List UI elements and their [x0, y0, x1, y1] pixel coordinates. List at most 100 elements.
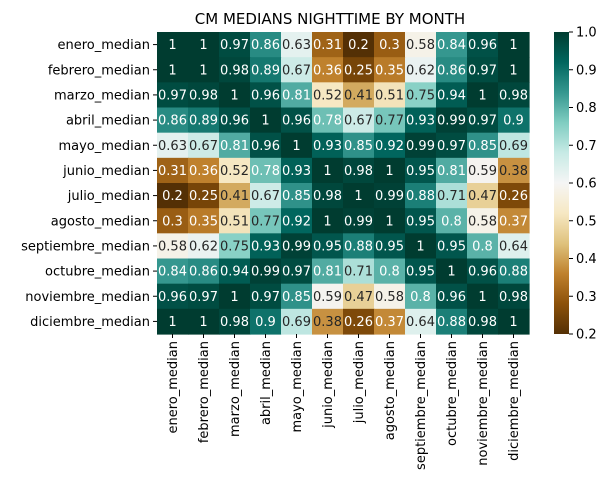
heatmap-cell-4-11: [498, 132, 530, 159]
heatmap-cell-9-10: [467, 258, 499, 285]
cell-value-label: 0.97: [220, 38, 249, 53]
heatmap-cell-11-0: [157, 308, 189, 335]
heatmap-cell-0-1: [188, 32, 220, 58]
y-tick-label: septiembre_median: [21, 239, 150, 254]
cell-value-label: 0.95: [313, 239, 342, 254]
cell-value-label: 0.64: [406, 315, 435, 330]
heatmap-cell-6-8: [405, 183, 437, 209]
cell-value-label: 0.88: [406, 189, 435, 204]
cell-value-label: 0.93: [313, 139, 342, 154]
cell-value-label: 0.99: [375, 189, 404, 204]
heatmap-cell-10-5: [312, 283, 344, 310]
heatmap-cell-10-0: [157, 283, 189, 310]
y-tick-label: mayo_median: [58, 139, 150, 154]
cell-value-label: 1: [292, 139, 300, 154]
cell-value-label: 0.78: [251, 164, 280, 179]
heatmap-cell-7-3: [250, 208, 282, 234]
colorbar-tick-label: 0.3: [576, 290, 597, 305]
cell-value-label: 0.25: [189, 189, 218, 204]
cell-value-label: 0.98: [344, 164, 373, 179]
y-tick-label: junio_median: [62, 164, 150, 179]
cell-value-label: 0.58: [406, 38, 435, 53]
cell-value-label: 0.95: [406, 265, 435, 280]
cell-value-label: 0.63: [282, 38, 311, 53]
cell-value-label: 0.93: [282, 164, 311, 179]
cell-value-label: 0.3: [379, 38, 400, 53]
y-tick-label: marzo_median: [54, 88, 150, 103]
heatmap-cell-11-9: [436, 308, 468, 335]
cell-value-label: 0.9: [255, 315, 276, 330]
cell-value-label: 0.31: [313, 38, 342, 53]
y-tick-label: agosto_median: [51, 214, 150, 229]
colorbar-tick-label: 0.4: [576, 252, 597, 267]
cell-value-label: 1: [230, 88, 238, 103]
cell-value-label: 0.86: [189, 265, 218, 280]
heatmap-cell-0-8: [405, 32, 437, 58]
heatmap-cell-0-7: [374, 32, 406, 58]
heatmap-cell-2-5: [312, 82, 344, 109]
heatmap-cell-0-2: [219, 32, 251, 58]
cell-value-label: 0.81: [313, 265, 342, 280]
cell-value-label: 0.97: [189, 290, 218, 305]
heatmap-cell-7-5: [312, 208, 344, 234]
cell-value-label: 1: [478, 290, 486, 305]
heatmap-cell-1-8: [405, 57, 437, 83]
heatmap-cell-6-10: [467, 183, 499, 209]
cell-value-label: 0.64: [499, 239, 528, 254]
heatmap-cell-8-8: [405, 233, 437, 260]
heatmap-cell-8-9: [436, 233, 468, 260]
heatmap-cell-9-1: [188, 258, 220, 285]
y-tick-label: julio_median: [67, 189, 150, 204]
heatmap-cell-8-5: [312, 233, 344, 260]
heatmap-cell-10-2: [219, 283, 251, 310]
heatmap-cell-0-3: [250, 32, 282, 58]
heatmap-cell-2-4: [281, 82, 313, 109]
cell-value-label: 1: [199, 315, 207, 330]
x-axis: enero_median febrero_median marzo_median ab…: [166, 334, 522, 470]
heatmap-cell-11-4: [281, 308, 313, 335]
cell-value-label: 0.98: [499, 290, 528, 305]
cell-value-label: 0.59: [468, 164, 497, 179]
cell-value-label: 0.97: [282, 265, 311, 280]
cell-value-label: 0.89: [251, 63, 280, 78]
cell-value-label: 0.95: [406, 214, 435, 229]
cell-value-label: 0.96: [468, 265, 497, 280]
cell-value-label: 1: [385, 164, 393, 179]
heatmap-cell-11-5: [312, 308, 344, 335]
heatmap-cell-4-3: [250, 132, 282, 159]
cell-value-label: 0.89: [189, 114, 218, 129]
heatmap-cell-10-7: [374, 283, 406, 310]
colorbar-tick-label: 0.2: [576, 328, 597, 343]
heatmap-cell-3-9: [436, 107, 468, 134]
cell-value-label: 0.47: [468, 189, 497, 204]
heatmap-cell-3-5: [312, 107, 344, 134]
cell-value-label: 0.86: [437, 63, 466, 78]
x-tick-label: enero_median: [166, 341, 181, 433]
heatmap-cell-5-11: [498, 157, 530, 184]
cell-value-label: 0.8: [410, 290, 431, 305]
x-tick-label: septiembre_median: [414, 341, 429, 470]
heatmap-cell-5-1: [188, 157, 220, 184]
cell-value-label: 0.99: [344, 214, 373, 229]
cell-value-label: 0.75: [220, 239, 249, 254]
x-tick-label: junio_median: [321, 341, 336, 429]
cell-value-label: 0.85: [282, 290, 311, 305]
cell-value-label: 0.85: [282, 189, 311, 204]
cell-value-label: 0.99: [251, 265, 280, 280]
heatmap-cell-11-1: [188, 308, 220, 335]
cell-value-label: 0.99: [282, 239, 311, 254]
cell-value-label: 0.96: [468, 38, 497, 53]
heatmap-cell-10-8: [405, 283, 437, 310]
heatmap-cell-9-3: [250, 258, 282, 285]
cell-value-label: 0.51: [375, 88, 404, 103]
heatmap-cell-4-6: [343, 132, 375, 159]
heatmap-cell-8-6: [343, 233, 375, 260]
cell-value-label: 0.2: [162, 189, 183, 204]
cell-value-label: 1: [385, 214, 393, 229]
heatmap-cell-4-4: [281, 132, 313, 159]
heatmap-cell-11-11: [498, 308, 530, 335]
heatmap-cell-4-9: [436, 132, 468, 159]
heatmap-cell-10-3: [250, 283, 282, 310]
x-tick-label: mayo_median: [290, 341, 305, 433]
